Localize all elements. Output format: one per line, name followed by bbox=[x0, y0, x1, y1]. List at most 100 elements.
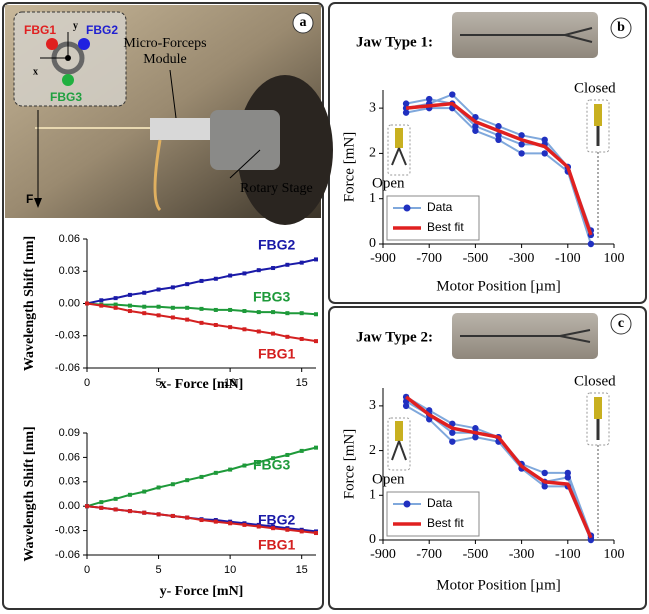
data-point bbox=[518, 132, 525, 139]
data-point bbox=[199, 278, 204, 283]
data-point bbox=[564, 474, 571, 481]
data-point bbox=[299, 336, 304, 341]
x-tick-label: 10 bbox=[224, 564, 236, 576]
data-point bbox=[185, 515, 190, 520]
y-tick-label: 0 bbox=[369, 236, 376, 251]
x-axis-title: Motor Position [µm] bbox=[436, 577, 560, 593]
data-point bbox=[85, 301, 89, 306]
data-point bbox=[271, 266, 276, 271]
x-tick-label: -500 bbox=[463, 547, 489, 562]
fbg3-label: FBG3 bbox=[50, 90, 82, 104]
data-point bbox=[472, 425, 479, 432]
data-point bbox=[228, 467, 233, 472]
x-tick-label: 100 bbox=[604, 547, 625, 562]
closed-label: Closed bbox=[574, 373, 616, 389]
data-point bbox=[314, 257, 318, 262]
x-tick-label: 5 bbox=[156, 564, 162, 576]
data-point bbox=[142, 304, 147, 309]
y-tick-label: 3 bbox=[369, 100, 376, 115]
photo-module bbox=[150, 118, 210, 140]
x-axis-title: y- Force [mN] bbox=[160, 584, 244, 599]
fbg1-label: FBG1 bbox=[24, 23, 56, 37]
data-point bbox=[242, 522, 247, 527]
panel-label: a bbox=[300, 15, 307, 30]
panel-badge bbox=[292, 12, 314, 34]
data-point bbox=[242, 327, 247, 332]
open-icon bbox=[391, 147, 407, 166]
open-icon bbox=[387, 124, 411, 176]
data-point bbox=[495, 123, 502, 130]
data-point bbox=[113, 496, 118, 501]
data-point bbox=[170, 285, 175, 290]
x-tick-label: -700 bbox=[416, 547, 442, 562]
data-point bbox=[113, 507, 118, 512]
module-label: Module bbox=[143, 52, 187, 67]
x-tick-label: 0 bbox=[84, 377, 90, 389]
data-point bbox=[314, 339, 318, 344]
closed-icon bbox=[594, 397, 602, 419]
series-label: FBG1 bbox=[258, 346, 296, 362]
data-point bbox=[228, 307, 233, 312]
x-tick-label: 10 bbox=[224, 377, 236, 389]
data-point bbox=[541, 150, 548, 157]
data-point bbox=[256, 310, 261, 315]
data-point bbox=[199, 320, 204, 325]
x-axis-title: Motor Position [µm] bbox=[436, 278, 560, 294]
open-icon bbox=[391, 440, 407, 461]
data-point bbox=[242, 309, 247, 314]
data-point bbox=[285, 262, 290, 267]
data-point bbox=[85, 504, 89, 509]
fit-line bbox=[405, 395, 593, 539]
legend bbox=[386, 195, 480, 241]
data-point bbox=[285, 311, 290, 316]
y-tick-label: 0 bbox=[369, 532, 376, 547]
y-tick-label: 1 bbox=[369, 488, 376, 503]
fbg3-dot bbox=[62, 74, 74, 86]
data-point bbox=[185, 317, 190, 322]
data-point bbox=[299, 529, 304, 534]
data-point bbox=[127, 509, 132, 514]
data-point bbox=[142, 311, 147, 316]
open-label: Open bbox=[372, 175, 405, 191]
data-point bbox=[228, 325, 233, 330]
x-tick-label: -700 bbox=[416, 251, 442, 266]
data-point bbox=[170, 305, 175, 310]
data-point bbox=[170, 315, 175, 320]
legend bbox=[386, 491, 480, 537]
y-axis-title: Force [mN] bbox=[341, 429, 357, 499]
data-point bbox=[170, 482, 175, 487]
data-point bbox=[113, 296, 118, 301]
x-tick-label: -100 bbox=[555, 547, 581, 562]
y-axis-title: Force [mN] bbox=[341, 132, 357, 202]
data-point bbox=[113, 305, 118, 310]
data-point bbox=[256, 268, 261, 273]
series-label: FBG1 bbox=[258, 537, 296, 553]
data-point bbox=[256, 329, 261, 334]
closed-icon bbox=[594, 104, 602, 126]
data-point bbox=[495, 132, 502, 139]
data-point bbox=[472, 127, 479, 134]
panel-badge bbox=[610, 313, 632, 335]
fbg1-dot bbox=[46, 38, 58, 50]
y-tick-label: 0.00 bbox=[59, 297, 80, 309]
data-point bbox=[99, 505, 104, 510]
open-label: Open bbox=[372, 471, 405, 487]
legend-label: Data bbox=[427, 496, 453, 510]
closed-icon bbox=[586, 99, 610, 153]
rotary-pointer bbox=[229, 149, 261, 179]
data-point bbox=[299, 448, 304, 453]
series-label: FBG2 bbox=[258, 512, 296, 528]
data-point bbox=[402, 402, 410, 410]
open-icon bbox=[395, 128, 403, 148]
data-point bbox=[518, 150, 525, 157]
legend-label: Best fit bbox=[427, 516, 464, 530]
rotary-label: Rotary Stage bbox=[240, 181, 313, 196]
data-point bbox=[271, 526, 276, 531]
x-tick-label: 100 bbox=[604, 251, 625, 266]
data-point bbox=[472, 123, 479, 130]
data-point bbox=[185, 478, 190, 483]
open-icon bbox=[395, 421, 403, 441]
data-point bbox=[156, 287, 161, 292]
f-arrowhead bbox=[34, 198, 42, 208]
